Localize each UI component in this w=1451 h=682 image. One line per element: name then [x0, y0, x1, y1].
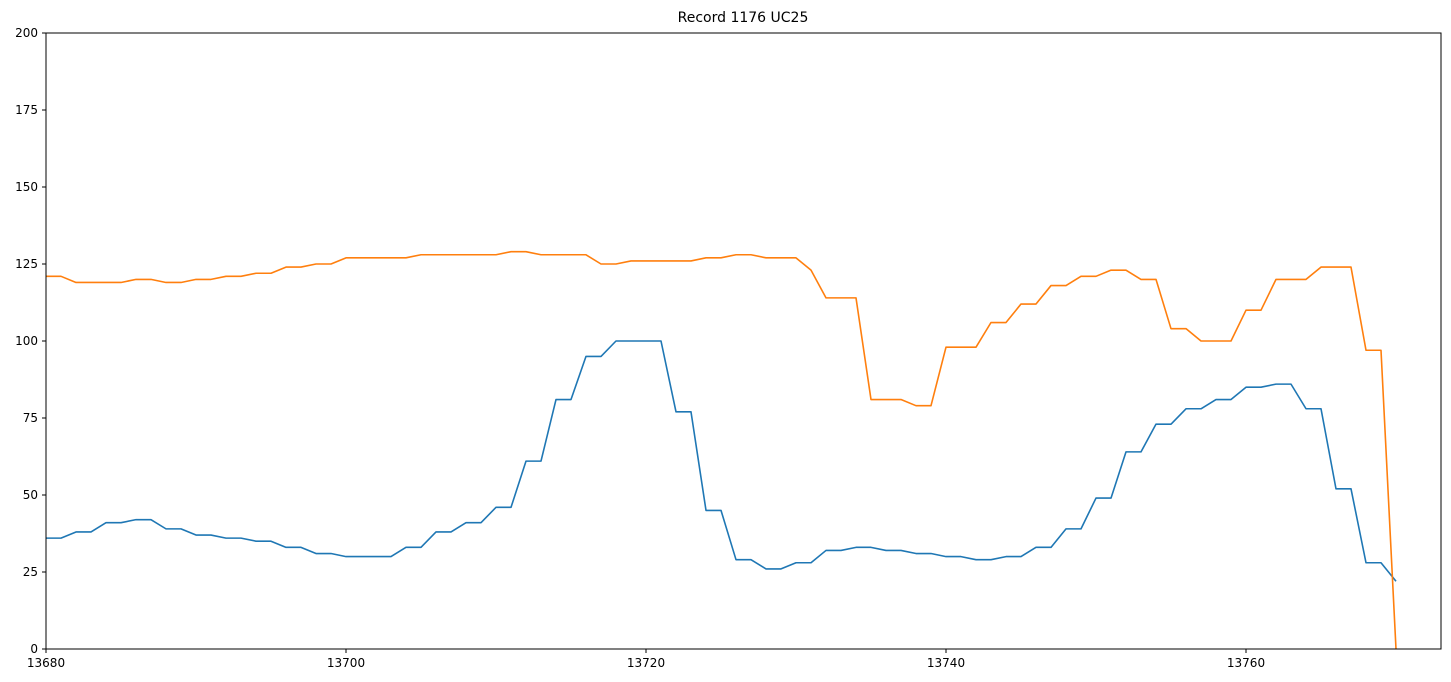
y-tick-label: 100: [15, 334, 38, 348]
y-tick-label: 175: [15, 103, 38, 117]
x-tick-label: 13720: [627, 656, 665, 670]
plot-area: [46, 250, 1397, 649]
y-axis: 0 25 50 75 100 125 150 175 200: [15, 26, 46, 656]
x-tick-label: 13680: [27, 656, 65, 670]
y-tick-label: 200: [15, 26, 38, 40]
x-tick-label: 13760: [1227, 656, 1265, 670]
x-tick-label: 13700: [327, 656, 365, 670]
y-tick-label: 150: [15, 180, 38, 194]
chart-title: Record 1176 UC25: [678, 10, 809, 26]
y-tick-label: 75: [23, 411, 38, 425]
y-tick-label: 25: [23, 565, 38, 579]
plot-frame: [45, 32, 1442, 650]
x-axis: 13680 13700 13720 13740 13760: [27, 649, 1265, 670]
x-tick-label: 13740: [927, 656, 965, 670]
y-tick-label: 50: [23, 488, 38, 502]
y-tick-label: 125: [15, 257, 38, 271]
y-tick-label: 0: [30, 642, 38, 656]
series-line-2: [46, 250, 1397, 649]
series-line-1: [46, 340, 1397, 582]
